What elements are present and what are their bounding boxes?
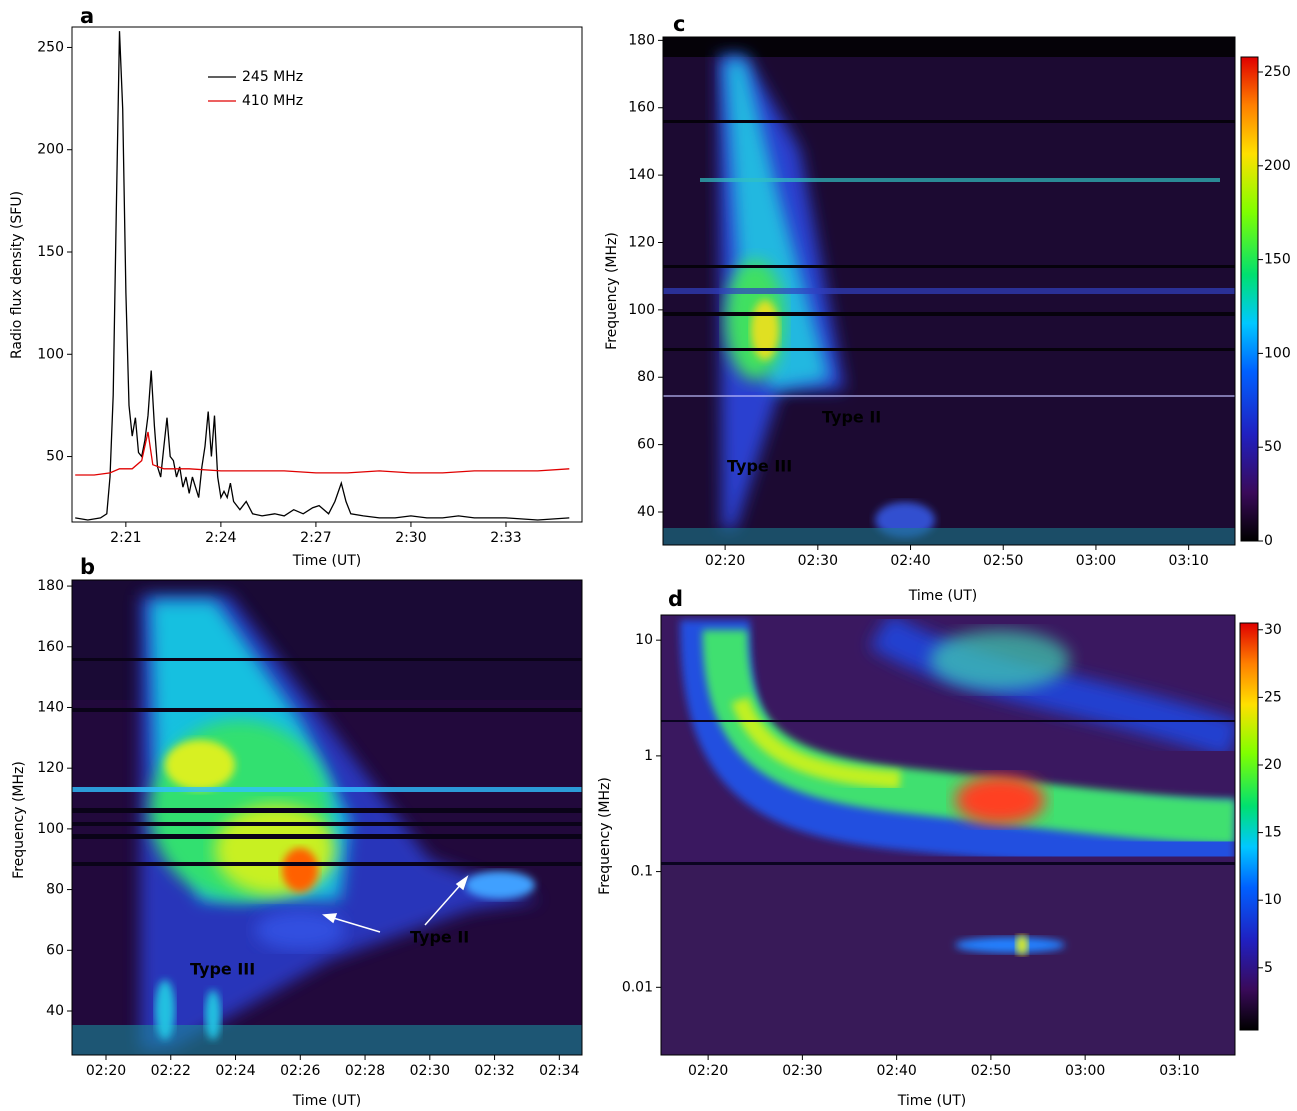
x-axis-title: Time (UT) <box>908 588 977 604</box>
panel-label: b <box>80 555 95 579</box>
spectrogram-image <box>663 37 1235 545</box>
y-tick-label: 80 <box>46 882 64 898</box>
y-axis-title: Frequency (MHz) <box>604 232 620 350</box>
spectrogram-image <box>661 615 1235 1055</box>
x-tick-label: 02:30 <box>782 1063 822 1079</box>
y-tick-label: 120 <box>37 760 64 776</box>
y-tick-label: 100 <box>628 302 655 318</box>
y-tick-label: 10 <box>635 632 653 648</box>
annotation-arrows <box>322 875 469 933</box>
data-line <box>75 31 570 521</box>
x-tick-label: 02:40 <box>876 1063 916 1079</box>
y-tick-label: 250 <box>37 39 64 55</box>
x-tick-label: 02:40 <box>890 553 930 569</box>
colorbar-tick-label: 0 <box>1264 533 1273 549</box>
x-tick-label: 02:20 <box>705 553 745 569</box>
x-tick-label: 2:33 <box>490 530 521 546</box>
x-tick-label: 02:26 <box>280 1063 320 1079</box>
panel-label: a <box>80 4 94 28</box>
y-tick-label: 50 <box>46 449 64 465</box>
y-tick-label: 100 <box>37 346 64 362</box>
annotation: Type III <box>727 457 792 476</box>
panel-label: c <box>673 12 685 36</box>
x-axis-title: Time (UT) <box>897 1093 966 1109</box>
x-tick-label: 02:28 <box>345 1063 385 1079</box>
colorbar-tick-label: 25 <box>1264 689 1282 705</box>
y-tick-label: 160 <box>37 639 64 655</box>
x-tick-label: 02:50 <box>971 1063 1011 1079</box>
plot-frame <box>71 26 583 523</box>
y-axis-title: Frequency (MHz) <box>11 761 27 879</box>
y-tick-label: 120 <box>628 234 655 250</box>
colorbar-tick-label: 100 <box>1264 345 1291 361</box>
spectrogram-image <box>72 580 582 1055</box>
x-tick-label: 02:24 <box>215 1063 255 1079</box>
x-tick-label: 02:22 <box>151 1063 191 1079</box>
y-tick-label: 140 <box>628 167 655 183</box>
y-tick-label: 40 <box>637 504 655 520</box>
x-tick-label: 03:00 <box>1076 553 1116 569</box>
x-tick-label: 03:00 <box>1065 1063 1105 1079</box>
y-tick-label: 140 <box>37 699 64 715</box>
y-tick-label: 1 <box>644 748 653 764</box>
legend-label: 245 MHz <box>242 69 303 85</box>
colorbar-tick-label: 5 <box>1264 960 1273 976</box>
colorbar-tick-label: 30 <box>1264 622 1282 638</box>
x-tick-label: 02:34 <box>539 1063 579 1079</box>
y-axis-title: Radio flux density (SFU) <box>9 191 25 359</box>
x-tick-label: 2:27 <box>300 530 331 546</box>
x-tick-label: 02:50 <box>983 553 1023 569</box>
x-tick-label: 02:20 <box>688 1063 728 1079</box>
x-tick-label: 02:20 <box>86 1063 126 1079</box>
colorbar-tick-label: 10 <box>1264 892 1282 908</box>
plot-frame <box>662 36 1236 546</box>
y-tick-label: 0.1 <box>631 864 653 880</box>
y-tick-label: 180 <box>37 578 64 594</box>
colorbar <box>1239 622 1259 1031</box>
annotation: Type II <box>410 928 469 947</box>
x-tick-label: 02:30 <box>410 1063 450 1079</box>
x-tick-label: 2:30 <box>395 530 426 546</box>
y-tick-label: 100 <box>37 821 64 837</box>
plot-frame <box>660 614 1236 1056</box>
x-tick-label: 03:10 <box>1159 1063 1199 1079</box>
y-tick-label: 80 <box>637 369 655 385</box>
annotation: Type III <box>190 960 255 979</box>
colorbar-tick-label: 200 <box>1264 158 1291 174</box>
x-tick-label: 2:21 <box>110 530 141 546</box>
data-line <box>75 431 570 476</box>
y-tick-label: 0.01 <box>622 979 653 995</box>
y-tick-label: 180 <box>628 32 655 48</box>
x-tick-label: 03:10 <box>1168 553 1208 569</box>
y-tick-label: 200 <box>37 142 64 158</box>
x-axis-title: Time (UT) <box>292 1093 361 1109</box>
x-tick-label: 02:32 <box>474 1063 514 1079</box>
y-tick-label: 60 <box>46 942 64 958</box>
colorbar-tick-label: 20 <box>1264 757 1282 773</box>
x-axis-title: Time (UT) <box>292 553 361 569</box>
legend-label: 410 MHz <box>242 93 303 109</box>
y-tick-label: 150 <box>37 244 64 260</box>
x-tick-label: 02:30 <box>798 553 838 569</box>
x-tick-label: 2:24 <box>205 530 237 546</box>
annotation: Type II <box>822 408 881 427</box>
colorbar-tick-label: 50 <box>1264 439 1282 455</box>
panel-label: d <box>668 587 683 611</box>
colorbar-tick-label: 150 <box>1264 252 1291 268</box>
colorbar-tick-label: 15 <box>1264 825 1282 841</box>
y-tick-label: 40 <box>46 1003 64 1019</box>
colorbar-tick-label: 250 <box>1264 64 1291 80</box>
y-axis-title: Frequency (MHz) <box>597 777 613 895</box>
y-tick-label: 160 <box>628 100 655 116</box>
plot-frame <box>71 579 583 1056</box>
y-tick-label: 60 <box>637 437 655 453</box>
colorbar <box>1240 56 1259 542</box>
